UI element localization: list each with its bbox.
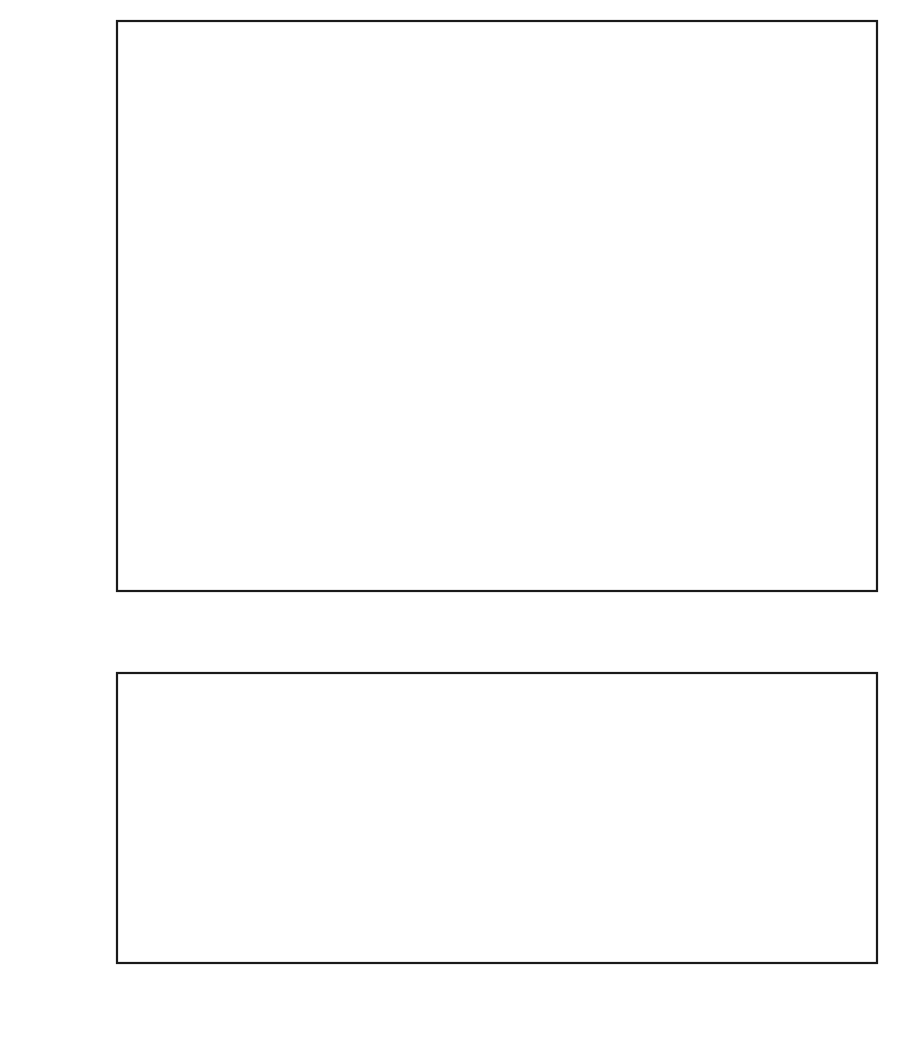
top-axes-frame bbox=[115, 19, 879, 593]
bottom-axes bbox=[115, 671, 879, 965]
bottom-axes-frame bbox=[115, 671, 879, 965]
top-plot-background bbox=[117, 21, 877, 591]
top-axes bbox=[115, 19, 879, 593]
bottom-plot-background bbox=[117, 673, 877, 963]
